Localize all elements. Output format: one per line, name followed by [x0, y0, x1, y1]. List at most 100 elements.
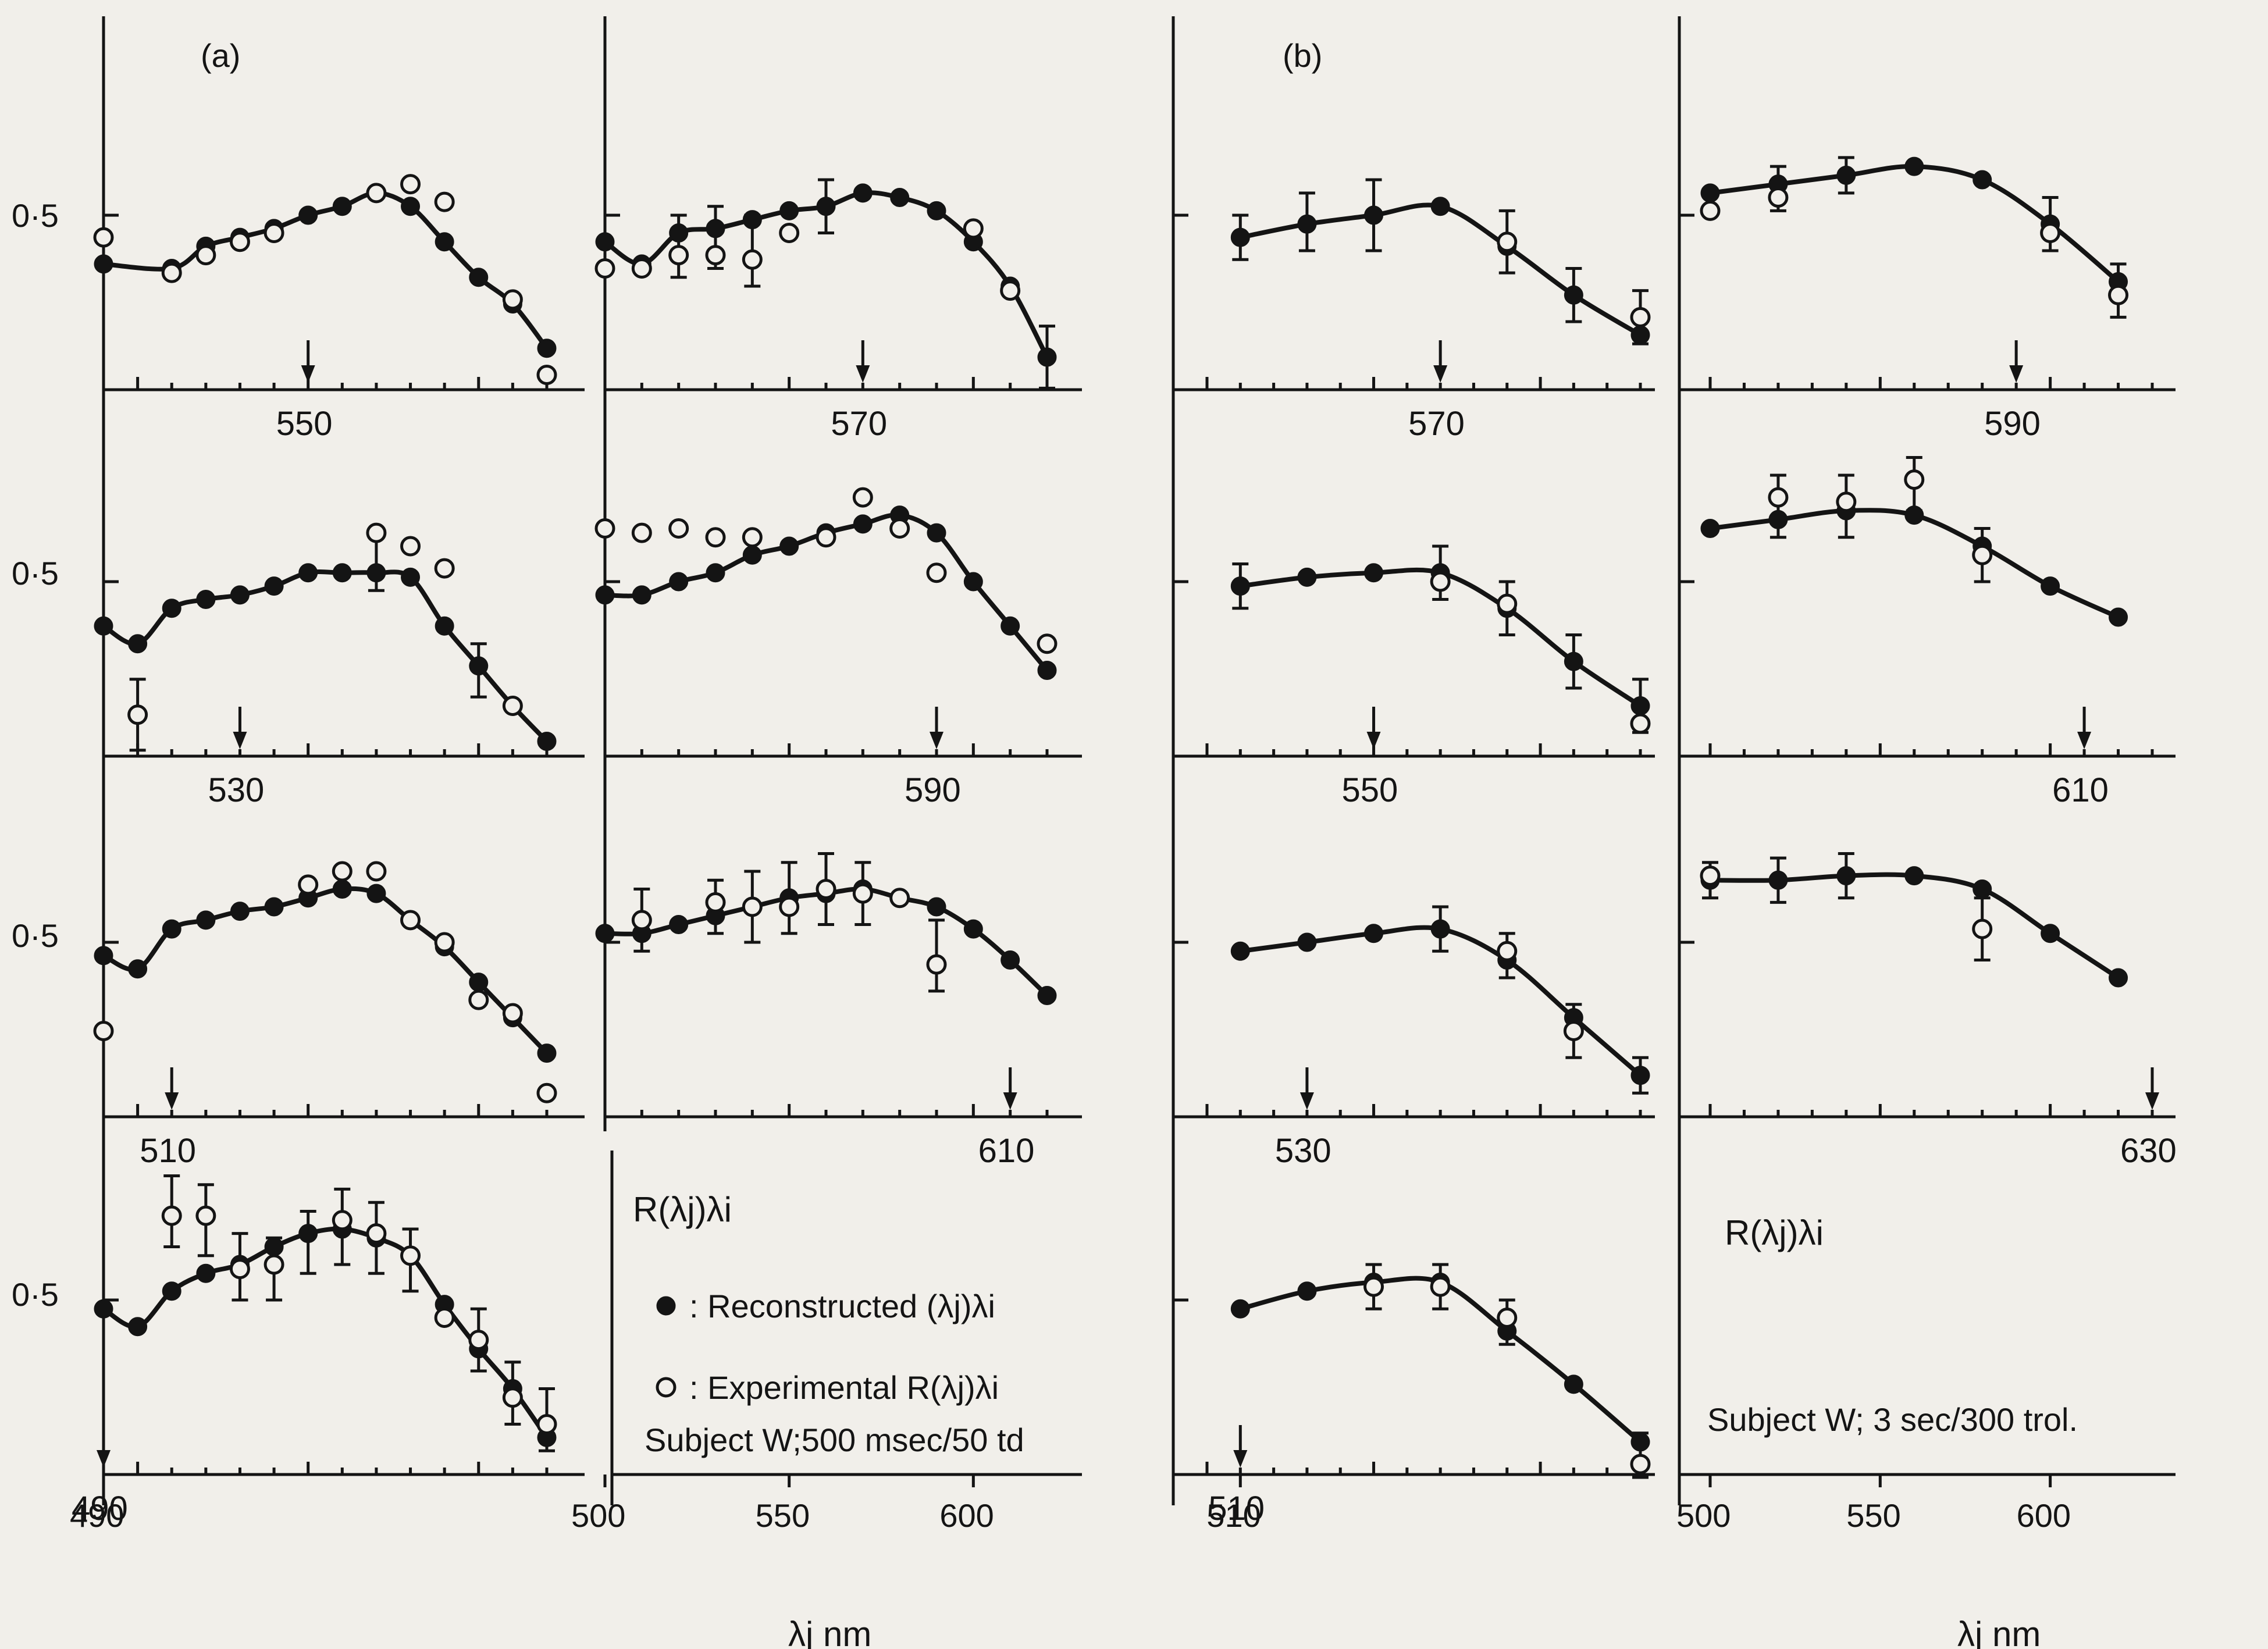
experimental-point	[742, 896, 763, 917]
experimental-point	[705, 527, 726, 548]
experimental-point	[161, 262, 182, 283]
panel-b-subject: Subject W; 3 sec/300 trol.	[1707, 1401, 2078, 1438]
experimental-point	[1497, 593, 1518, 614]
test-wavelength-arrow-icon	[1433, 365, 1448, 383]
subplot-b-left-510: 510	[1173, 1263, 1651, 1527]
experimental-point	[742, 527, 763, 548]
experimental-point	[594, 258, 615, 279]
experimental-point	[366, 1223, 387, 1244]
reconstructed-point	[1768, 510, 1788, 529]
x-tick-label: 500	[1676, 1497, 1731, 1534]
reconstructed-point	[264, 897, 284, 917]
panel-a-label: (a)	[201, 37, 240, 74]
experimental-point	[1430, 571, 1451, 592]
experimental-point	[1363, 1276, 1384, 1297]
panel-a-left-column	[102, 16, 585, 1505]
reconstructed-point	[1630, 1066, 1650, 1085]
y-axis-label: R(λj)λi	[633, 1190, 732, 1229]
reconstructed-point	[332, 563, 352, 583]
experimental-point	[2108, 284, 2129, 305]
reconstructed-point	[196, 590, 216, 609]
reconstructed-point	[196, 910, 216, 930]
reconstructed-point	[230, 902, 250, 921]
experimental-point	[668, 245, 689, 266]
reconstructed-point	[742, 545, 762, 565]
experimental-point	[779, 223, 800, 243]
experimental-point	[195, 245, 216, 266]
panel-a-subject: Subject W;500 msec/50 td	[645, 1422, 1024, 1458]
experimental-point	[366, 522, 387, 543]
experimental-point	[1836, 492, 1857, 512]
experimental-point	[298, 874, 319, 895]
experimental-point	[434, 558, 455, 579]
reconstructed-point	[1297, 1281, 1317, 1301]
experimental-point	[502, 1003, 523, 1024]
test-wavelength-label: 610	[978, 1132, 1035, 1170]
reconstructed-point	[196, 1263, 216, 1283]
experimental-point	[400, 910, 421, 931]
experimental-point	[332, 1210, 353, 1231]
reconstructed-point	[595, 232, 615, 252]
experimental-point	[852, 487, 873, 508]
test-wavelength-arrow-icon	[301, 365, 315, 383]
experimental-point	[502, 1387, 523, 1408]
reconstructed-point	[816, 197, 836, 216]
experimental-point	[742, 249, 763, 270]
experimental-point	[926, 954, 947, 975]
reconstructed-point	[1836, 866, 1856, 886]
experimental-point	[502, 289, 523, 310]
reconstructed-point	[1973, 170, 1992, 190]
reconstructed-point	[537, 732, 557, 751]
reconstructed-point	[366, 563, 386, 583]
experimental-point	[229, 231, 250, 252]
reconstructed-point	[1037, 347, 1057, 367]
test-wavelength-label: 590	[1984, 405, 2041, 443]
experimental-point	[366, 183, 387, 204]
half-tick-label: 0·5	[12, 555, 59, 592]
reconstructed-point	[1973, 879, 1992, 899]
reconstructed-point	[927, 523, 946, 543]
reconstructed-point	[1700, 519, 1720, 538]
reconstructed-point	[1297, 932, 1317, 952]
reconstructed-point	[298, 205, 318, 225]
reconstructed-point	[264, 1237, 284, 1256]
test-wavelength-arrow-icon	[2009, 365, 2024, 383]
reconstructed-point	[595, 924, 615, 943]
subplot-a-left-550: 550	[93, 174, 557, 443]
experimental-point	[1000, 280, 1021, 301]
panel-b-right-column	[1678, 16, 2176, 1505]
experimental-point	[1630, 713, 1651, 734]
test-wavelength-arrow-icon	[1003, 1092, 1017, 1110]
reconstructed-curve	[1708, 872, 2121, 980]
reconstructed-point	[1630, 325, 1650, 345]
experimental-point	[332, 861, 353, 882]
experimental-point	[705, 245, 726, 266]
subplot-a-left-530: 530	[94, 522, 557, 809]
reconstructed-point	[1430, 197, 1450, 216]
reconstructed-point	[1001, 950, 1020, 970]
test-wavelength-label: 590	[905, 771, 961, 809]
reconstructed-point	[706, 563, 725, 583]
reconstructed-point	[298, 563, 318, 583]
test-wavelength-label: 570	[831, 405, 887, 443]
legend-experimental: : Experimental R(λj)λi	[689, 1369, 999, 1406]
reconstructed-point	[94, 254, 113, 274]
experimental-point	[1768, 187, 1789, 208]
x-tick-label: 500	[571, 1497, 625, 1534]
reconstructed-point	[469, 973, 489, 992]
reconstructed-point	[469, 268, 489, 287]
legend-reconstructed: : Reconstructed (λj)λi	[689, 1288, 995, 1324]
reconstructed-point	[1297, 214, 1317, 234]
test-wavelength-label: 530	[208, 771, 264, 809]
experimental-point	[1700, 200, 1721, 221]
subplot-a-left-490: 490	[72, 1174, 557, 1527]
experimental-point	[161, 1205, 182, 1226]
experimental-point	[468, 1330, 489, 1351]
experimental-point	[127, 704, 148, 725]
reconstructed-point	[1297, 567, 1317, 587]
reconstructed-point	[366, 884, 386, 903]
subplot-b-right-610: 610	[1679, 456, 2154, 809]
experimental-point	[434, 191, 455, 212]
x-tick-label: 490	[70, 1497, 124, 1534]
experimental-point	[1497, 231, 1518, 252]
